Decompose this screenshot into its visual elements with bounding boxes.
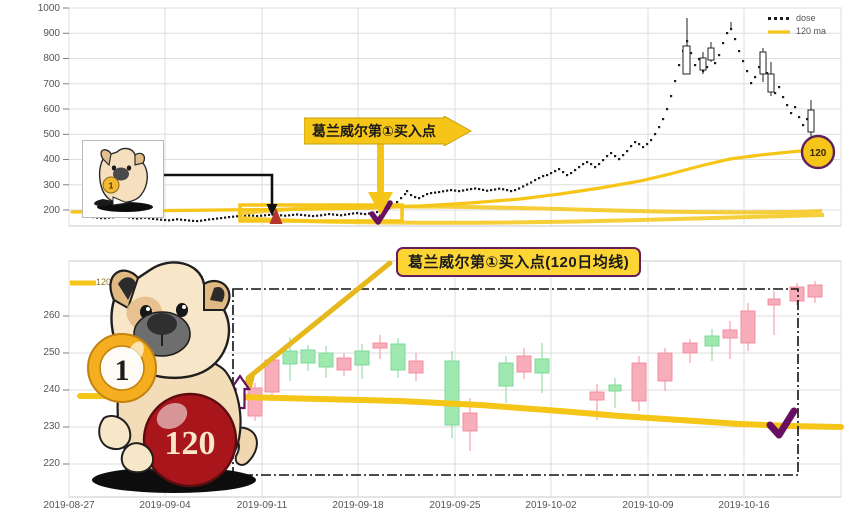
ma120-badge-circle [800,134,836,170]
black-elbow-arrow-head [266,204,278,216]
top-annotation-text: 葛兰威尔第①买入点 [312,123,436,139]
ball-120-label: 120 [165,425,216,462]
x-axis-labels: 2019-08-27 2019-09-04 2019-09-11 2019-09… [43,500,770,511]
top-close-series [88,28,813,223]
top-legend [768,17,790,34]
top-inset-dog-box: 1 [82,140,164,218]
svg-text:1: 1 [109,182,114,191]
bottom-dog-illustration: 1 120 [66,248,266,498]
top-highlight-strokes [237,203,825,225]
top-ma120-line [70,148,814,214]
bottom-candlestick-series [247,281,823,451]
legend-label-ma120: 120 ma [796,26,827,36]
dog-illustration-small: 1 [94,147,153,212]
black-elbow-arrow [161,173,274,205]
legend-marker-close [768,17,789,20]
dog-rear-paw [120,442,154,474]
bottom-axis-ticks [63,315,69,465]
red-up-triangle-marker [269,208,283,224]
dog-nose [147,313,177,335]
ball-1-label: 1 [115,354,130,387]
dog-front-paw [98,414,132,450]
top-annotation-arrow-banner: 葛兰威尔第①买入点 [304,116,472,146]
legend-label-close: dose [796,13,816,23]
top-chart-panel: 120 1000 900 800 700 600 500 400 300 200… [0,0,847,235]
yellow-down-arrow [368,141,393,215]
top-candle-wicks [682,18,815,140]
bottom-title-banner: 葛兰威尔第①买入点(120日均线) [396,247,642,277]
top-axis-ticks [63,7,69,211]
bottom-title-text: 葛兰威尔第①买入点(120日均线) [408,254,630,271]
purple-check-marker-top [369,200,393,225]
ma120-badge-label: 120 [810,148,827,159]
purple-check-marker-bottom [766,407,798,439]
